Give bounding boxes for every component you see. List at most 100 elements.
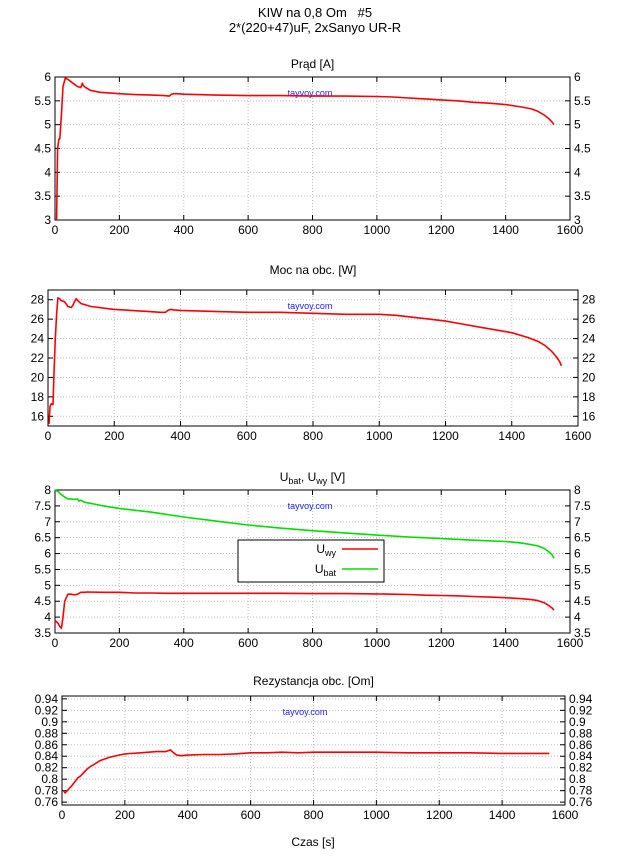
x-tick-label: 200 xyxy=(109,636,129,650)
y-tick-label-left: 4 xyxy=(44,610,51,624)
x-tick-label: 1400 xyxy=(489,808,516,822)
y-tick-label-left: 0.76 xyxy=(35,795,59,809)
y-tick-label-left: 0.92 xyxy=(35,703,59,717)
panel-title: Rezystancja obc. [Om] xyxy=(253,674,374,688)
y-tick-label-right: 6 xyxy=(574,70,581,84)
x-tick-label: 600 xyxy=(241,808,261,822)
x-tick-label: 600 xyxy=(238,636,258,650)
y-tick-label-right: 5 xyxy=(574,118,581,132)
x-tick-label: 800 xyxy=(302,636,322,650)
y-tick-label-left: 0.86 xyxy=(35,738,59,752)
plot-frame xyxy=(61,695,566,806)
chart-panel-3: Ubat, Uwy [V] 0 200 400 600 800 1000 1200 1400 16… xyxy=(34,470,591,650)
y-tick-label-right: 6 xyxy=(574,547,581,561)
y-tick-label-right: 24 xyxy=(582,332,596,346)
watermark-text: tayvoy.com xyxy=(283,707,328,717)
y-tick-label-right: 5.5 xyxy=(574,94,591,108)
y-tick-label-left: 0.9 xyxy=(41,715,58,729)
y-tick-label-left: 6 xyxy=(44,547,51,561)
x-tick-label: 600 xyxy=(238,223,258,237)
y-tick-label-left: 7 xyxy=(44,515,51,529)
x-tick-label: 1200 xyxy=(428,636,455,650)
legend-label: Ubat xyxy=(315,562,337,578)
y-tick-label-left: 3.5 xyxy=(34,189,51,203)
y-tick-label-right: 0.86 xyxy=(569,738,593,752)
y-tick-label-right: 26 xyxy=(582,312,596,326)
y-tick-label-right: 5 xyxy=(574,578,581,592)
x-tick-label: 400 xyxy=(174,636,194,650)
y-tick-label-left: 20 xyxy=(31,370,45,384)
y-tick-label-right: 0.84 xyxy=(569,749,593,763)
watermark-text: tayvoy.com xyxy=(288,501,333,511)
y-tick-label-left: 5 xyxy=(44,118,51,132)
y-tick-label-left: 3.5 xyxy=(34,626,51,640)
plot-frame xyxy=(54,489,571,634)
y-tick-label-right: 4 xyxy=(574,610,581,624)
panel-title: Moc na obc. [W] xyxy=(270,263,357,277)
x-tick-label: 1400 xyxy=(498,429,525,443)
x-tick-label: 1000 xyxy=(366,429,393,443)
plot-frame xyxy=(47,289,579,427)
y-tick-label-right: 28 xyxy=(582,293,596,307)
chart-panel-2: Moc na obc. [W] 0 200 400 600 800 1000 1200 1400… xyxy=(31,263,596,443)
y-tick-label-left: 6 xyxy=(44,70,51,84)
y-tick-label-left: 5 xyxy=(44,578,51,592)
x-tick-label: 400 xyxy=(170,429,190,443)
y-tick-label-left: 4 xyxy=(44,165,51,179)
x-tick-label: 1000 xyxy=(363,808,390,822)
y-tick-label-right: 20 xyxy=(582,370,596,384)
y-tick-label-right: 4.5 xyxy=(574,594,591,608)
x-tick-label: 400 xyxy=(178,808,198,822)
y-tick-label-left: 28 xyxy=(31,293,45,307)
x-tick-label: 1600 xyxy=(552,808,579,822)
y-tick-label-left: 0.8 xyxy=(41,772,58,786)
x-tick-label: 600 xyxy=(237,429,257,443)
y-tick-label-right: 4.5 xyxy=(574,142,591,156)
y-tick-label-left: 22 xyxy=(31,351,45,365)
y-tick-label-left: 18 xyxy=(31,390,45,404)
y-tick-label-right: 3.5 xyxy=(574,626,591,640)
page-title-line2: 2*(220+47)uF, 2xSanyo UR-R xyxy=(228,20,402,35)
y-tick-label-right: 8 xyxy=(574,483,581,497)
y-tick-label-right: 7 xyxy=(574,515,581,529)
y-tick-label-right: 4 xyxy=(574,165,581,179)
y-tick-label-left: 24 xyxy=(31,332,45,346)
x-tick-label: 800 xyxy=(302,223,322,237)
panel-title: Ubat, Uwy [V] xyxy=(280,470,346,486)
x-tick-label: 200 xyxy=(109,223,129,237)
series-line-moc xyxy=(48,296,563,425)
y-tick-label-right: 18 xyxy=(582,390,596,404)
y-tick-label-left: 0.88 xyxy=(35,726,59,740)
x-tick-label: 1000 xyxy=(364,223,391,237)
y-tick-label-right: 0.92 xyxy=(569,703,593,717)
x-tick-label: 800 xyxy=(303,808,323,822)
x-tick-label: 1600 xyxy=(557,223,584,237)
x-tick-label: 200 xyxy=(104,429,124,443)
series-line-uwy xyxy=(54,591,555,630)
y-tick-label-right: 0.82 xyxy=(569,761,593,775)
y-tick-label-right: 0.78 xyxy=(569,784,593,798)
chart-panel-4: Rezystancja obc. [Om] 0 200 400 600 800 1000 12… xyxy=(35,674,593,822)
series-line-ubat xyxy=(54,489,555,559)
y-tick-label-left: 8 xyxy=(44,483,51,497)
x-tick-label: 200 xyxy=(115,808,135,822)
y-tick-label-left: 4.5 xyxy=(34,142,51,156)
legend-label: Uwy xyxy=(316,542,336,558)
x-tick-label: 0 xyxy=(52,223,59,237)
series-line-prąd xyxy=(55,77,555,221)
x-tick-label: 0 xyxy=(59,808,66,822)
y-tick-label-left: 0.94 xyxy=(35,692,59,706)
y-tick-label-left: 26 xyxy=(31,312,45,326)
x-tick-label: 1600 xyxy=(557,636,584,650)
page-title-line1: KIW na 0,8 Om #5 xyxy=(257,5,373,20)
x-tick-label: 400 xyxy=(174,223,194,237)
y-tick-label-right: 0.9 xyxy=(569,715,586,729)
y-tick-label-right: 7.5 xyxy=(574,499,591,513)
x-tick-label: 1600 xyxy=(565,429,592,443)
y-tick-label-right: 5.5 xyxy=(574,562,591,576)
watermark-text: tayvoy.com xyxy=(288,301,333,311)
y-tick-label-right: 22 xyxy=(582,351,596,365)
x-tick-label: 1400 xyxy=(492,636,519,650)
